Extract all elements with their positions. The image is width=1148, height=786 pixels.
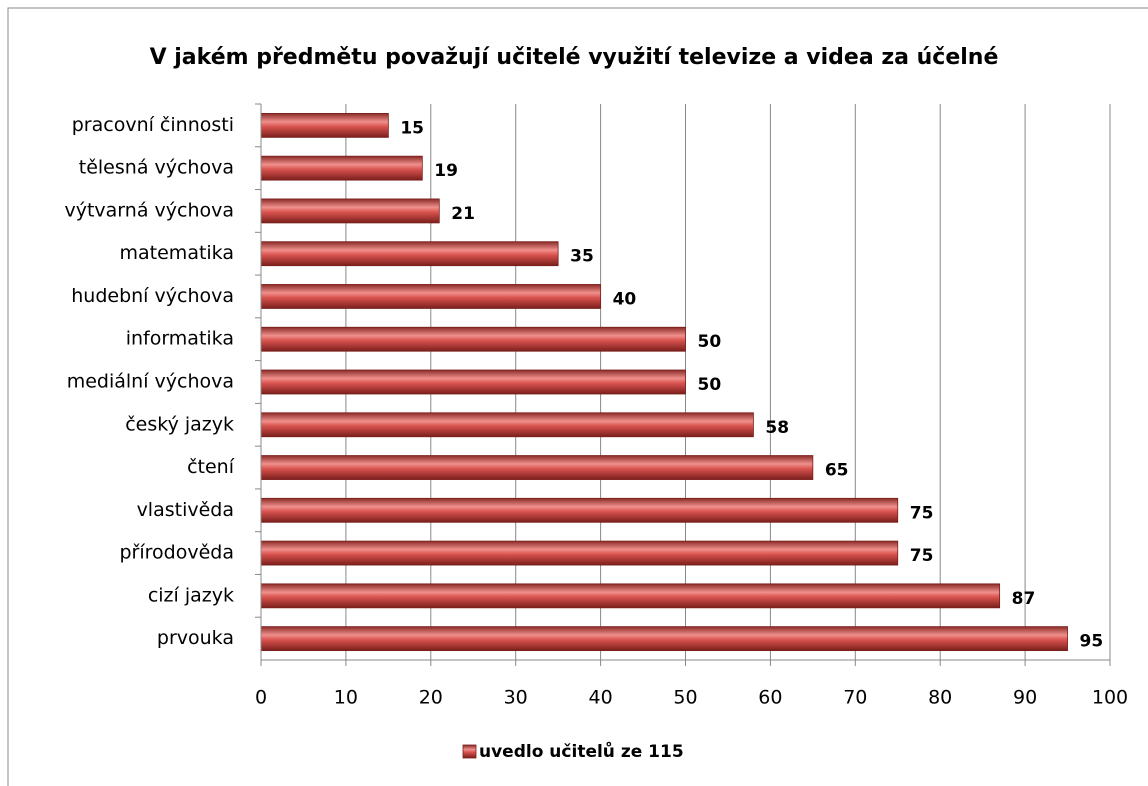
x-tick-label: 90 <box>1013 687 1037 709</box>
data-label: 75 <box>910 503 934 523</box>
y-tick-label: hudební výchova <box>71 285 234 307</box>
x-tick-label: 30 <box>504 687 528 709</box>
bar <box>260 497 899 523</box>
data-label: 95 <box>1080 632 1104 652</box>
data-label: 65 <box>825 461 849 481</box>
data-label: 75 <box>910 546 934 566</box>
x-tick-label: 70 <box>843 687 867 709</box>
y-tick-label: cizí jazyk <box>148 584 234 606</box>
data-label: 35 <box>570 247 594 267</box>
x-tick-label: 80 <box>928 687 952 709</box>
bar <box>260 583 1001 609</box>
bar <box>260 369 686 395</box>
y-tick-label: pracovní činnosti <box>72 114 234 136</box>
legend-swatch <box>462 744 477 759</box>
x-tick-label: 20 <box>419 687 443 709</box>
bar <box>260 626 1068 652</box>
bar <box>260 284 602 309</box>
legend-label: uvedlo učitelů ze 115 <box>479 740 684 762</box>
x-tick-label: 40 <box>589 687 613 709</box>
y-tick-label: prvouka <box>157 627 234 649</box>
bar <box>260 198 440 224</box>
bar <box>260 241 559 267</box>
bar <box>260 112 389 138</box>
y-tick-label: tělesná výchova <box>79 157 234 179</box>
x-tick-label: 100 <box>1092 687 1128 709</box>
x-tick-label: 0 <box>255 687 267 709</box>
y-tick-label: český jazyk <box>125 413 234 435</box>
data-label: 15 <box>400 118 424 138</box>
x-tick-label: 10 <box>334 687 358 709</box>
data-label: 50 <box>698 375 722 395</box>
data-label: 19 <box>434 161 458 181</box>
data-label: 58 <box>765 418 789 438</box>
x-tick-label: 60 <box>758 687 782 709</box>
data-label: 21 <box>451 204 475 224</box>
y-tick-label: přírodověda <box>120 542 235 564</box>
y-tick-label: mediální výchova <box>67 371 234 393</box>
bar <box>260 455 814 480</box>
x-tick-label: 50 <box>673 687 697 709</box>
bar <box>260 412 754 438</box>
y-tick-label: výtvarná výchova <box>64 199 234 221</box>
y-tick-label: čtení <box>187 456 235 478</box>
chart-title: V jakém předmětu považují učitelé využit… <box>150 45 999 70</box>
chart-frame <box>7 7 1148 786</box>
data-label: 87 <box>1012 589 1036 609</box>
data-label: 40 <box>613 289 637 309</box>
bar <box>260 540 899 566</box>
y-tick-label: informatika <box>126 328 234 350</box>
bar <box>260 155 423 181</box>
data-label: 50 <box>698 332 722 352</box>
y-tick-label: vlastivěda <box>137 499 234 521</box>
y-tick-label: matematika <box>120 242 234 264</box>
bar <box>260 326 686 352</box>
